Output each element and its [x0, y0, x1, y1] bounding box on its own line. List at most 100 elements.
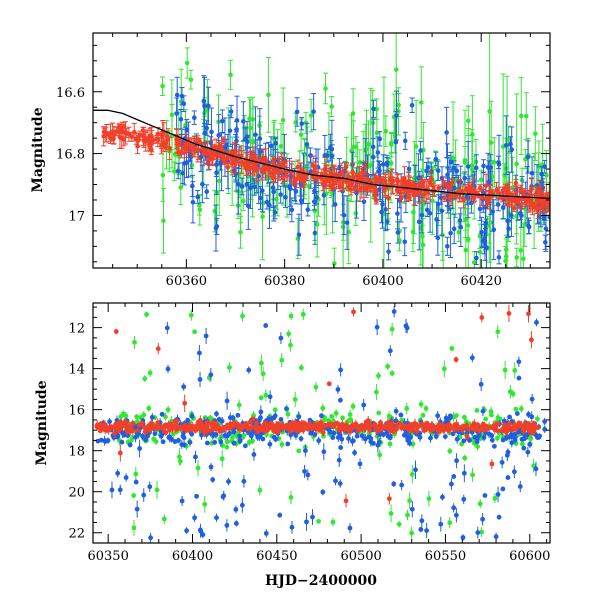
data-point — [321, 433, 326, 439]
data-point — [463, 217, 468, 223]
data-point — [465, 164, 471, 169]
data-point — [270, 185, 276, 191]
data-point — [377, 168, 382, 173]
data-point — [224, 156, 230, 161]
x-tick-label: 60380 — [264, 274, 305, 289]
data-point — [506, 137, 511, 143]
data-point — [518, 186, 524, 191]
data-point — [503, 247, 509, 252]
data-point — [495, 329, 501, 335]
y-tick-label: 17 — [68, 209, 85, 224]
data-point — [133, 434, 138, 440]
data-point — [470, 472, 475, 478]
data-point — [230, 435, 235, 440]
data-point — [444, 130, 449, 135]
data-point — [124, 130, 129, 136]
data-point — [268, 143, 274, 149]
data-point — [402, 239, 408, 245]
data-point — [131, 493, 137, 498]
data-point — [303, 175, 308, 180]
data-point — [149, 133, 154, 139]
data-point — [473, 165, 479, 171]
data-point — [329, 153, 335, 159]
data-point — [492, 495, 498, 501]
data-point — [252, 165, 258, 171]
data-point — [442, 434, 448, 439]
data-point — [491, 443, 497, 449]
data-point — [388, 160, 394, 165]
data-point — [163, 414, 168, 420]
data-point — [444, 183, 450, 188]
data-point — [436, 185, 441, 191]
data-point — [184, 60, 190, 66]
data-point — [308, 169, 314, 174]
data-point — [512, 368, 518, 373]
data-point — [121, 411, 126, 417]
top-panel-plot-area — [93, 33, 550, 268]
data-point — [503, 142, 509, 148]
data-point — [322, 153, 328, 158]
data-point — [264, 165, 270, 170]
data-point — [500, 188, 506, 193]
data-point — [316, 438, 322, 444]
data-point — [213, 225, 219, 231]
data-point — [161, 218, 166, 224]
data-point — [438, 195, 444, 201]
data-point — [332, 261, 337, 266]
data-point — [477, 249, 483, 255]
data-point — [353, 144, 359, 149]
data-point — [239, 184, 245, 189]
data-point — [218, 439, 224, 445]
data-point — [178, 185, 184, 190]
data-point — [304, 141, 310, 147]
data-point — [131, 525, 137, 531]
data-point — [514, 255, 519, 260]
data-point — [445, 172, 450, 178]
data-point — [137, 133, 143, 138]
data-point — [509, 213, 514, 218]
data-point — [496, 162, 502, 167]
data-point — [379, 177, 385, 182]
data-point — [159, 143, 164, 148]
data-point — [330, 519, 336, 525]
data-point — [160, 172, 166, 178]
data-point — [346, 436, 351, 442]
data-point — [447, 195, 452, 201]
data-point — [409, 102, 415, 108]
data-point — [511, 205, 517, 211]
data-point — [534, 416, 540, 422]
data-point — [165, 407, 171, 413]
data-point — [231, 440, 237, 446]
data-point — [288, 313, 294, 319]
data-point — [383, 128, 389, 134]
data-point — [141, 412, 147, 418]
data-point — [340, 224, 346, 230]
data-point — [449, 346, 455, 351]
data-point — [418, 182, 423, 187]
data-point — [227, 431, 232, 436]
data-point — [294, 109, 300, 115]
data-point — [430, 198, 435, 203]
data-point — [483, 221, 489, 226]
data-point — [311, 109, 316, 114]
data-point — [462, 455, 468, 461]
data-point — [523, 113, 529, 119]
data-point — [453, 413, 459, 419]
top-panel-frame — [92, 32, 551, 269]
data-point — [361, 199, 367, 205]
data-point — [308, 113, 314, 118]
data-point — [339, 436, 345, 442]
data-point — [178, 116, 184, 122]
data-point — [188, 312, 194, 318]
data-point — [491, 160, 497, 165]
data-point — [445, 244, 450, 249]
x-tick-label: 60400 — [362, 274, 403, 289]
data-point — [385, 364, 391, 369]
data-point — [520, 441, 525, 447]
data-point — [461, 414, 467, 420]
data-point — [505, 191, 511, 196]
data-point — [351, 186, 357, 192]
data-point — [435, 201, 441, 207]
data-point — [174, 92, 180, 98]
data-point — [337, 184, 343, 190]
